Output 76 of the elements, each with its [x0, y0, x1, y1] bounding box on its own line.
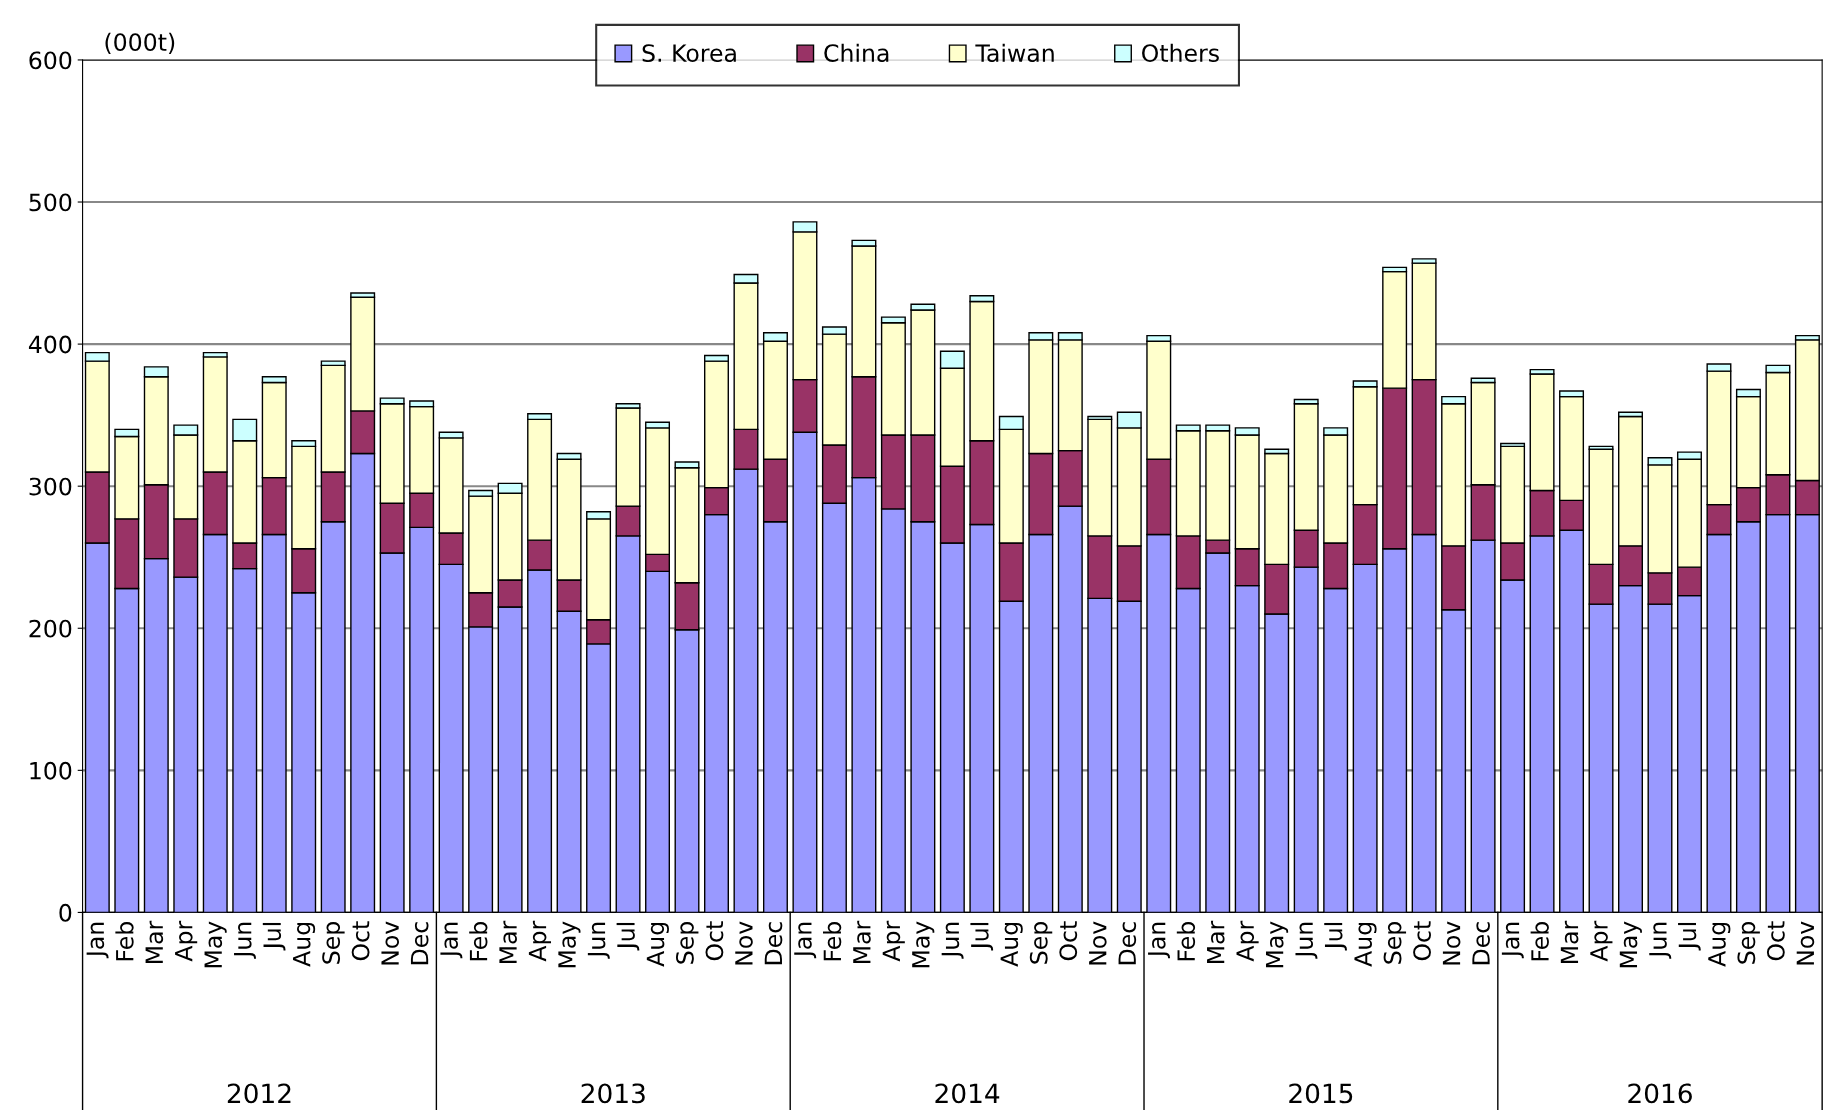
x-tick-label: Feb [469, 922, 488, 961]
x-tick-label: Dec [410, 922, 429, 965]
x-tick-label: Oct [1766, 921, 1785, 961]
x-tick-label: Mar [1207, 920, 1225, 963]
x-tick-label: May [1265, 921, 1289, 968]
x-tick-label: Aug [293, 922, 316, 967]
x-tick-label: Jul [1678, 922, 1701, 951]
x-tick-label: May [204, 921, 227, 968]
x-tick-label: Feb [823, 922, 842, 961]
y-tick-label: 400 [28, 335, 72, 354]
legend-label: S. Korea [642, 44, 736, 63]
x-tick-label: May [558, 921, 581, 968]
x-tick-label: Jan [86, 922, 109, 959]
x-tick-label: Dec [1118, 922, 1137, 965]
x-tick-label: Dec [1472, 922, 1490, 965]
x-tick-label: Feb [1530, 922, 1549, 961]
x-tick-label: Jan [1501, 922, 1524, 959]
text: 2014 [935, 1083, 1000, 1104]
text: 2013 [581, 1083, 645, 1104]
x-tick-label: May [1619, 921, 1642, 968]
x-tick-label: Jul [262, 922, 286, 951]
x-tick-label: Oct [1413, 921, 1431, 961]
x-tick-label: Oct [1059, 921, 1078, 961]
x-tick-label: Apr [1590, 920, 1613, 962]
y-tick-label: 100 [30, 761, 72, 780]
x-tick-label: Jun [941, 922, 964, 959]
x-tick-label: Nov [1442, 921, 1461, 965]
x-tick-label: Jun [587, 922, 610, 959]
x-tick-label: May [912, 921, 935, 968]
x-tick-label: Mar [853, 920, 871, 963]
x-tick-label: Sep [1737, 922, 1760, 964]
x-tick-label: Apr [1236, 920, 1259, 962]
legend-label: China [824, 43, 889, 63]
x-tick-label: Apr [528, 920, 552, 962]
x-tick-label: Nov [735, 921, 753, 965]
x-tick-label: Jun [1649, 922, 1672, 959]
x-tick-label: Aug [1000, 922, 1023, 967]
text: 2016 [1628, 1083, 1692, 1104]
x-tick-label: Nov [1089, 921, 1107, 965]
x-tick-label: Jul [616, 922, 640, 951]
x-tick-label: Dec [764, 922, 783, 965]
x-tick-label: Jan [794, 922, 817, 959]
x-tick-label: Aug [1354, 922, 1377, 967]
x-tick-label: Jun [1295, 922, 1318, 959]
y-tick-label: 600 [29, 51, 72, 70]
y-tick-label: 200 [29, 619, 72, 638]
x-tick-label: Sep [1029, 922, 1053, 964]
x-tick-label: Mar [499, 920, 517, 963]
x-tick-label: Jul [970, 922, 994, 951]
x-tick-label: Oct [705, 921, 724, 961]
y-axis-title: (000t) [105, 32, 175, 54]
x-tick-label: Jul [1324, 922, 1347, 951]
text: 2012 [227, 1083, 291, 1104]
x-tick-label: Jan [1148, 922, 1170, 959]
y-tick-label: 0 [59, 903, 72, 922]
x-tick-label: Oct [351, 921, 370, 961]
x-tick-label: Feb [1176, 922, 1196, 961]
x-tick-label: Aug [646, 922, 669, 967]
x-tick-label: Aug [1708, 922, 1731, 967]
legend-label: Others [1142, 43, 1219, 63]
y-tick-label: 500 [29, 193, 72, 212]
x-tick-label: Feb [115, 922, 134, 961]
x-tick-label: Nov [381, 921, 400, 965]
x-tick-label: Nov [1796, 921, 1815, 965]
x-tick-label: Apr [175, 920, 198, 962]
text: 2015 [1289, 1083, 1353, 1104]
x-tick-label: Jan [440, 922, 463, 959]
x-tick-label: Apr [882, 920, 905, 962]
legend-label: Taiwan [975, 43, 1054, 63]
x-tick-label: Mar [1560, 920, 1579, 963]
x-tick-label: Mar [145, 920, 164, 963]
x-tick-label: Sep [322, 922, 345, 964]
x-tick-label: Sep [1383, 922, 1407, 964]
x-tick-label: Sep [676, 922, 699, 964]
x-tick-label: Jun [234, 922, 256, 959]
y-tick-label: 300 [29, 477, 72, 496]
